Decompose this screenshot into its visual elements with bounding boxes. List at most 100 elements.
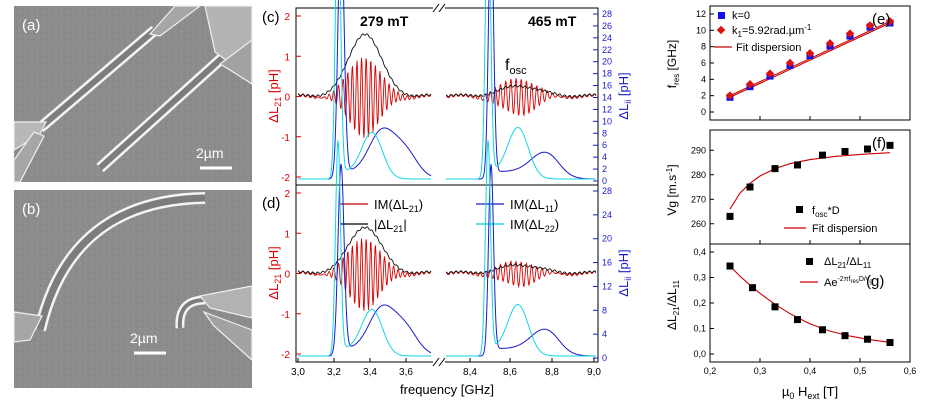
ytick-label-0: 12 — [696, 9, 706, 19]
panel-f-label: (f) — [872, 135, 886, 152]
panel-c-right-axis-label: ΔLii [pH] — [616, 72, 633, 119]
point-2-0 — [726, 262, 734, 270]
panel-d-label: (d) — [262, 195, 280, 212]
right-tick-label-c: 28 — [602, 9, 612, 19]
right-tick-label-d: 0 — [602, 353, 607, 363]
legend-text-fit-f: Fit dispersion — [812, 223, 877, 235]
curve-im-l22-d — [446, 140, 596, 357]
legend-marker-fosc — [796, 206, 803, 213]
left-tick-label-d: -1 — [281, 310, 290, 321]
right-tick-label-c: 4 — [602, 152, 607, 162]
right-tick-label-d: 20 — [602, 234, 612, 244]
legend-text-im-l11: IM(ΔL11) — [510, 197, 558, 214]
point-1-0 — [771, 165, 779, 173]
ytick-label-1: 290 — [691, 145, 706, 155]
sem-a-scale-text: 2µm — [196, 145, 224, 161]
x-tick-label: 3,4 — [363, 367, 377, 378]
ytick-label-2: 0,0 — [693, 349, 706, 359]
ytick-label-0: 2 — [701, 91, 706, 101]
right-plot-frames — [709, 5, 911, 363]
spectra-ticks: 210-1-22826242220181614121086420210-1-22… — [281, 9, 612, 378]
sem-panel-b: (b) 2µm — [13, 190, 253, 388]
legend-text-k0: k=0 — [732, 10, 750, 22]
point-2-0 — [886, 339, 894, 347]
left-tick-label-d: 0 — [284, 270, 290, 281]
legend-text-fosc: fosc*D — [812, 205, 840, 219]
right-tick-label-d: 4 — [602, 329, 607, 339]
spectra-legend: IM(ΔL21) |ΔL21| IM(ΔL11) IM(ΔL22) — [340, 197, 559, 234]
panel-g-y-axis-label: ΔL21/ΔL11 — [665, 279, 681, 329]
sem-a-label: (a) — [22, 17, 40, 34]
right-tick-label-c: 16 — [602, 81, 612, 91]
left-tick-label-c: 0 — [284, 93, 290, 104]
x-tick-label: 9,0 — [587, 367, 601, 378]
point-2-0 — [794, 316, 801, 324]
panel-e-y-axis-label: fres [GHz] — [665, 40, 681, 88]
legend-marker-k0 — [718, 12, 725, 19]
point-2-0 — [841, 332, 849, 340]
panel-c-label: (c) — [262, 9, 280, 26]
curve-im-l21-c — [445, 78, 597, 117]
x-tick-label: 8,8 — [545, 367, 559, 378]
spectra-x-axis-label: frequency [GHz] — [400, 382, 494, 397]
sem-b-waveguides — [13, 192, 253, 362]
right-tick-label-c: 8 — [602, 128, 607, 138]
ytick-label-1: 260 — [691, 219, 706, 229]
panel-d-left-axis-label: ΔL21 [pH] — [266, 246, 283, 299]
curve-im-l21-d — [297, 238, 432, 311]
sem-b-scale-text: 2µm — [130, 330, 158, 346]
point-1-0 — [864, 145, 871, 153]
left-tick-label-c: 1 — [284, 52, 290, 63]
curve-im-l21-c — [297, 57, 432, 138]
right-tick-label-c: 10 — [602, 116, 612, 126]
panel-e-legend: k=0 k1=5.92rad.µm-1 Fit dispersion — [714, 10, 812, 54]
sem-a-waveguides — [13, 5, 253, 183]
ytick-label-1: 270 — [691, 194, 706, 204]
panel-f-legend: fosc*D Fit dispersion — [784, 205, 877, 235]
point-1-0 — [726, 212, 734, 220]
x-tick-label: 3,6 — [399, 367, 413, 378]
legend-marker-k1 — [716, 25, 726, 35]
x-tick-label: 3,2 — [327, 367, 341, 378]
left-tick-label-c: -2 — [281, 173, 290, 184]
right-tick-label-c: 6 — [602, 140, 607, 150]
right-tick-label-c: 26 — [602, 21, 612, 31]
right-tick-label-d: 8 — [602, 305, 607, 315]
fit-curve-1 — [729, 152, 891, 210]
right-tick-label-c: 12 — [602, 104, 612, 114]
point-1-0 — [794, 161, 801, 169]
ytick-label-0: 4 — [701, 74, 706, 84]
sem-b-label: (b) — [22, 201, 40, 218]
field-279-label: 279 mT — [360, 13, 409, 29]
legend-text-fit-e: Fit dispersion — [736, 42, 801, 54]
curve-abs-l21-d — [297, 226, 432, 275]
ytick-label-0: 8 — [701, 42, 706, 52]
fosc-label: fosc — [505, 57, 527, 77]
x-tick-label: 3,0 — [291, 367, 305, 378]
left-tick-label-c: 2 — [284, 12, 290, 23]
curve-im-l21-d — [445, 260, 597, 289]
right-tick-label-c: 18 — [602, 69, 612, 79]
panel-f-y-axis-label: Vg [m.s-1] — [665, 164, 679, 215]
right-tick-label-c: 20 — [602, 57, 612, 67]
xtick-label: 0,3 — [754, 366, 767, 376]
left-tick-label-d: 2 — [284, 189, 290, 200]
field-465-label: 465 mT — [528, 13, 577, 29]
point-2-0 — [864, 335, 871, 343]
curve-im-l11-d — [298, 163, 432, 357]
point-2-0 — [771, 303, 779, 311]
right-tick-label-d: 12 — [602, 281, 612, 291]
right-tick-label-c: 22 — [602, 45, 612, 55]
point-1-0 — [746, 183, 754, 191]
ytick-label-0: 6 — [701, 58, 706, 68]
legend-text-k1: k1=5.92rad.µm-1 — [732, 23, 812, 39]
point-1-0 — [819, 151, 826, 159]
point-1-0 — [886, 141, 894, 149]
panel-e-label: (e) — [872, 11, 890, 28]
spectra-curves — [297, 0, 597, 357]
left-tick-label-c: -1 — [281, 133, 290, 144]
legend-text-im-l22: IM(ΔL22) — [510, 217, 559, 234]
ytick-label-1: 280 — [691, 170, 706, 180]
xtick-label: 0,4 — [804, 366, 817, 376]
ytick-label-0: 10 — [696, 25, 706, 35]
